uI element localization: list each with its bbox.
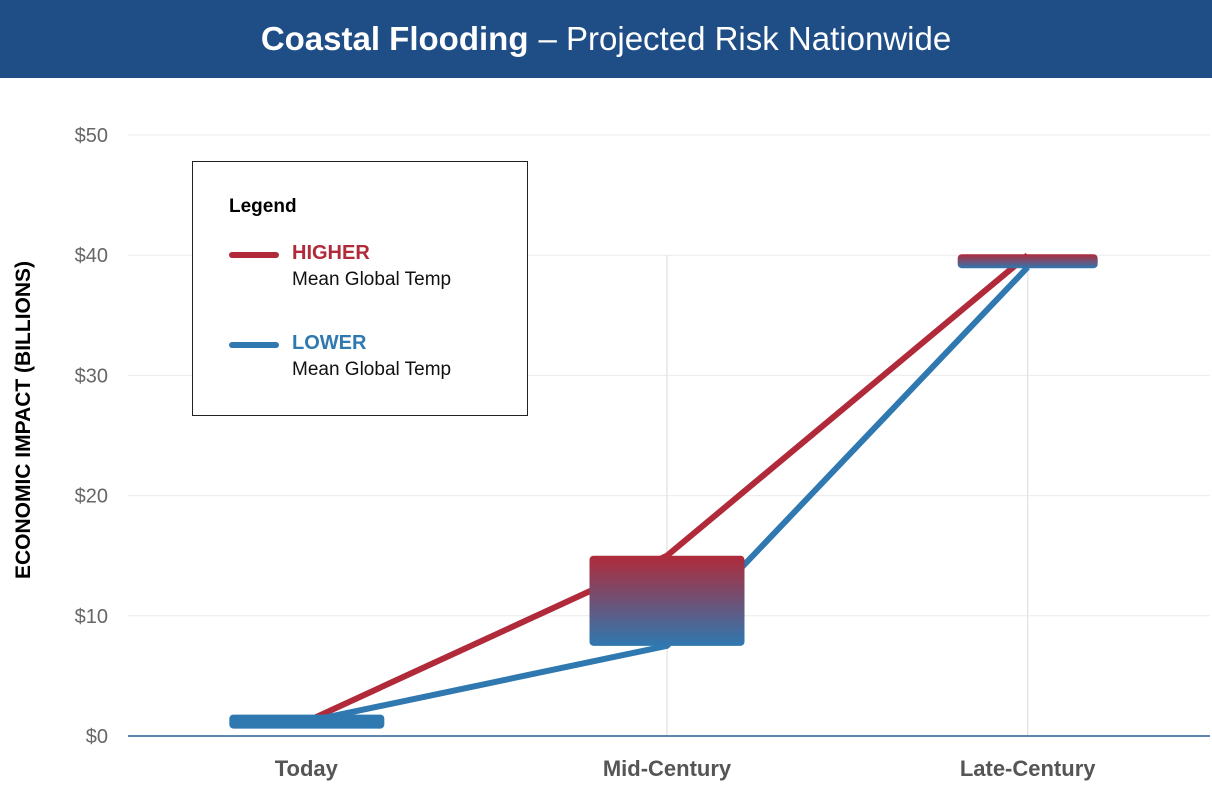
x-tick-label: Late-Century (960, 756, 1096, 781)
legend-title: Legend (229, 196, 297, 217)
legend-swatch-lower (229, 342, 279, 348)
legend-name-higher: HIGHER (292, 242, 370, 264)
legend-sub-higher: Mean Global Temp (292, 269, 452, 290)
legend-swatch-higher (229, 252, 279, 258)
y-tick-label: $0 (86, 726, 108, 748)
legend-name-lower: LOWER (292, 332, 367, 354)
range-box (229, 714, 385, 729)
y-tick-label: $30 (75, 365, 108, 387)
range-box (957, 254, 1098, 269)
title-bold: Coastal Flooding (260, 20, 529, 57)
x-tick-label: Mid-Century (603, 756, 732, 781)
y-tick-label: $50 (75, 125, 108, 147)
legend-sub-lower: Mean Global Temp (292, 359, 452, 380)
legend: Legend HIGHER Mean Global Temp LOWER Mea… (192, 161, 528, 416)
chart-title: Coastal Flooding – Projected Risk Nation… (0, 0, 1212, 78)
range-box (589, 555, 745, 646)
y-tick-label: $20 (75, 486, 108, 508)
title-rest: – Projected Risk Nationwide (538, 20, 952, 57)
y-tick-label: $10 (75, 606, 108, 628)
x-tick-label: Today (275, 756, 339, 781)
y-tick-label: $40 (75, 245, 108, 267)
y-axis-label: ECONOMIC IMPACT (BILLIONS) (12, 261, 35, 579)
